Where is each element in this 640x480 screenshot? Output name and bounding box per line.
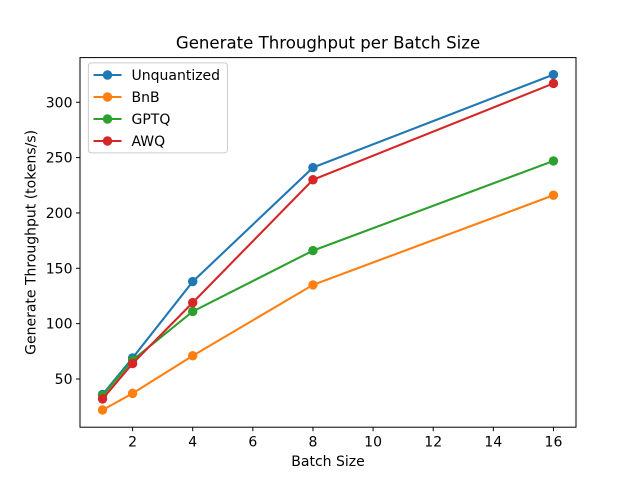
data-point-gptq [188,306,198,317]
data-point-awq [548,78,559,89]
data-point-gptq [308,245,318,256]
x-tick-label: 8 [309,435,318,451]
data-point-bnb [188,351,198,361]
data-point-bnb [548,190,559,200]
x-tick-label: 10 [364,435,382,451]
legend-swatch-marker [102,136,113,146]
x-tick-label: 2 [128,435,137,451]
data-point-gptq [548,156,559,166]
y-tick-label: 150 [46,261,73,277]
legend-box [87,62,228,154]
data-point-unquantized [548,69,559,80]
axes-spines [79,57,577,428]
data-point-awq [127,358,138,369]
data-point-bnb [97,405,108,415]
x-tick-label: 16 [545,435,563,451]
legend-swatch-marker [102,114,113,124]
data-point-unquantized [308,162,318,173]
chart-title: Generate Throughput per Batch Size [176,34,480,53]
y-axis-label: Generate Throughput (tokens/s) [24,130,40,355]
x-axis-label: Batch Size [291,454,364,470]
y-tick-label: 100 [46,317,73,333]
legend-label-bnb: BnB [132,90,160,106]
x-tick-label: 14 [484,435,502,451]
y-tick-label: 300 [46,95,73,111]
legend-label-unquantized: Unquantized [132,68,221,84]
data-point-awq [97,394,108,404]
y-tick-label: 250 [46,151,73,167]
data-point-bnb [127,388,138,399]
x-tick-label: 12 [424,435,442,451]
legend-label-awq: AWQ [132,134,166,150]
y-tick-label: 50 [55,372,73,388]
x-tick-label: 4 [188,435,197,451]
y-tick-label: 200 [46,206,73,222]
data-point-unquantized [188,276,198,287]
legend: Unquantized BnB GPTQ AWQ [87,62,228,154]
data-point-awq [188,297,198,308]
legend-label-gptq: GPTQ [132,112,171,128]
data-point-bnb [308,280,318,290]
legend-swatch-marker [102,92,113,102]
data-point-awq [308,175,318,185]
legend-swatch-marker [102,70,113,80]
x-tick-label: 6 [248,435,257,451]
